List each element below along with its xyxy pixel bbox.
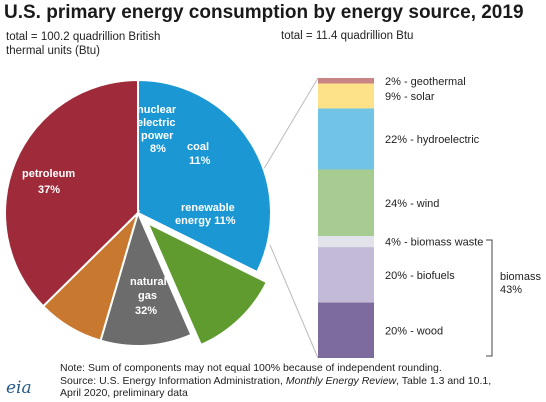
eia-logo: eia [6,378,32,398]
footnote: Note: Sum of components may not equal 10… [60,362,540,400]
biomass-group-label: biomass [500,271,541,283]
source-date-line: April 2020, preliminary data [60,387,188,399]
bar-label-biomass-waste: 4% - biomass waste [385,237,483,249]
pie-label-nuclear-pct: 8% [150,143,166,155]
bar-segment-hydroelectric [318,108,374,170]
pie-label-coal: coal [187,141,209,153]
bar-label-biofuels: 20% - biofuels [385,270,455,282]
note-line: Note: Sum of components may not equal 10… [60,362,442,374]
bar-label-geothermal: 2% - geothermal [385,76,466,88]
pie-chart [4,78,272,347]
pie-label-petroleum: petroleum [22,168,75,180]
pie-label-petroleum-pct: 37% [38,184,60,196]
pie-label-nuclear-2: electric [137,117,176,129]
pie-slice-natural-gas [137,78,272,274]
source-prefix: Source: U.S. Energy Information Administ… [60,374,286,387]
bar-segment-biofuels [318,247,374,303]
source-suffix: , Table 1.3 and 10.1, [396,374,492,387]
renewable-total-label: total = 11.4 quadrillion Btu [281,30,414,42]
source-title: Monthly Energy Review [285,374,397,387]
bar-segment-geothermal [318,78,374,84]
connector-bottom-line [269,244,319,359]
pie-slice-petroleum [4,78,139,308]
pie-label-renewable-2: energy 11% [175,215,236,227]
bar-segment-wood [318,302,374,358]
total-consumption-label: total = 100.2 quadrillion British therma… [6,31,161,57]
renewable-stacked-bar: 2% - geothermal 9% - solar 22% - hydroelec… [318,76,483,358]
pie-slice-renewable-energy [145,221,269,347]
bar-label-hydroelectric: 22% - hydroelectric [385,134,480,146]
pie-label-nuclear-1: nuclear [137,104,177,116]
bar-segment-solar [318,83,374,109]
bar-label-wind: 24% - wind [385,198,439,210]
biomass-group-pct: 43% [500,284,522,296]
connector-top-line [261,77,319,173]
bar-segment-biomass-waste [318,236,374,248]
pie-label-natural-gas-1: natural [130,276,167,288]
source-line: Source: U.S. Energy Information Administ… [60,375,540,388]
bar-label-wood: 20% - wood [385,325,443,337]
pie-label-coal-pct: 11% [189,155,211,167]
chart-title: U.S. primary energy consumption by energ… [4,2,524,23]
pie-label-natural-gas-pct: 32% [135,305,157,317]
pie-slice-coal [99,210,193,347]
bar-label-solar: 9% - solar [385,91,435,103]
pie-slice-nuclear-electric-power [41,209,141,342]
pie-label-natural-gas-2: gas [138,290,157,302]
pie-label-nuclear-3: power [141,130,174,142]
bar-segment-wind [318,169,374,237]
pie-label-renewable-1: renewable [181,202,235,214]
biomass-bracket [486,239,493,357]
